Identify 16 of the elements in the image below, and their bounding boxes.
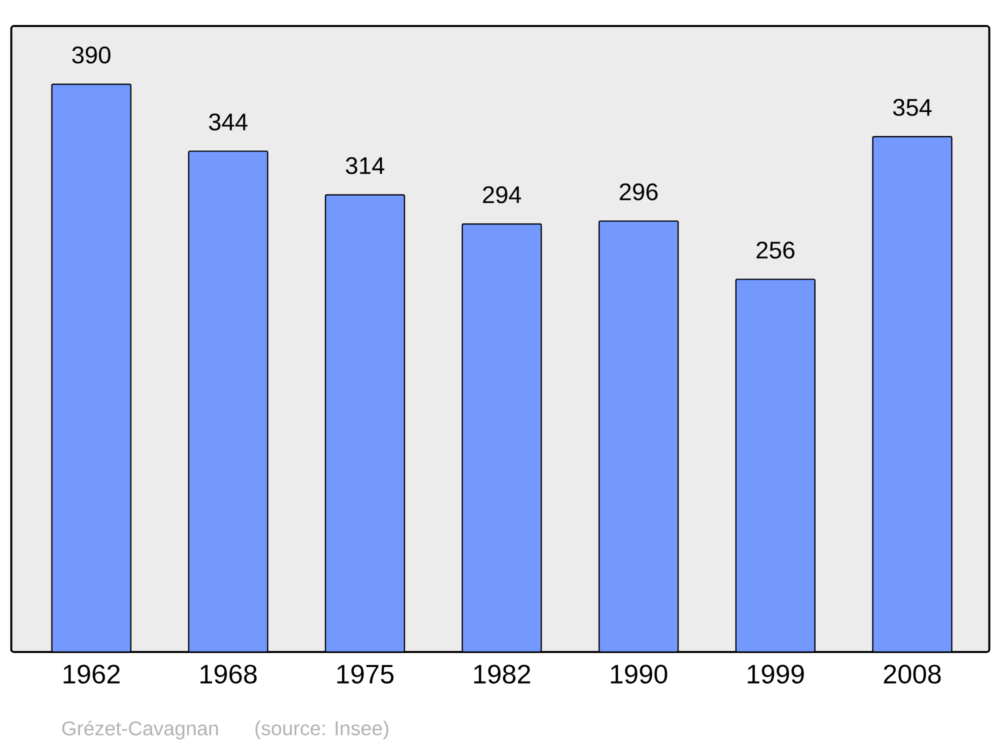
x-tick-label: 1975 <box>337 664 394 684</box>
data-label: 294 <box>482 186 522 204</box>
x-tick-label: 1999 <box>748 664 804 684</box>
text: (source: Insee) <box>256 720 388 740</box>
x-tick-label: 1962 <box>64 664 120 684</box>
data-label: 256 <box>756 242 794 259</box>
data-label: 296 <box>620 183 658 200</box>
x-tick-label: 1968 <box>200 664 257 684</box>
data-label: 344 <box>209 113 248 130</box>
data-label: 390 <box>72 46 110 64</box>
text: Grézet-Cavagnan <box>62 720 218 740</box>
data-label: 314 <box>346 157 384 174</box>
x-tick-label: 1982 <box>474 664 530 684</box>
data-label: 354 <box>893 98 932 116</box>
x-tick-label: 1990 <box>610 664 668 684</box>
x-tick-label: 2008 <box>884 664 941 684</box>
